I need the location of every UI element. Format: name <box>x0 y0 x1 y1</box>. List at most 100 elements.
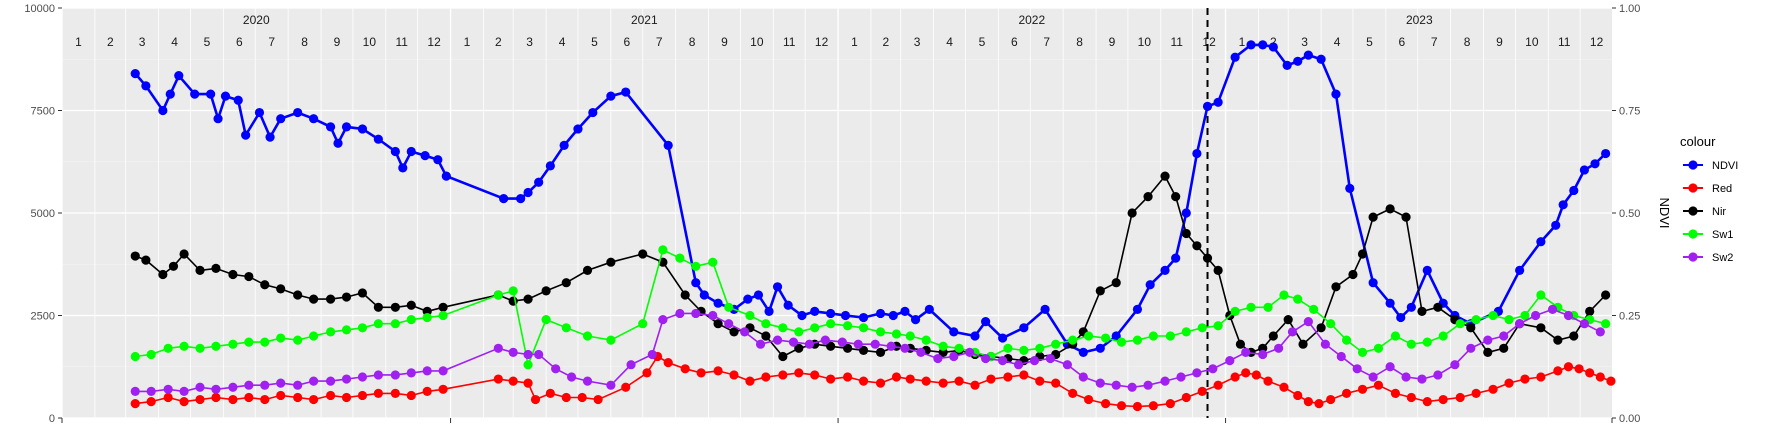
point-nir <box>1385 204 1395 214</box>
legend-label-ndvi: NDVI <box>1712 160 1738 172</box>
point-red <box>228 394 238 405</box>
point-sw1 <box>1504 315 1514 325</box>
point-ndvi <box>663 140 673 150</box>
y-tick-label: 5000 <box>31 208 55 220</box>
point-ndvi <box>233 95 243 105</box>
point-sw1 <box>293 335 303 345</box>
point-red <box>523 378 533 388</box>
point-ndvi <box>1268 42 1278 52</box>
point-sw2 <box>1530 310 1541 321</box>
month-label: 2 <box>495 35 502 49</box>
point-nir <box>309 294 319 304</box>
point-sw1 <box>341 325 352 335</box>
point-ndvi <box>1601 148 1611 159</box>
point-red <box>422 386 432 396</box>
point-red <box>663 358 673 368</box>
point-sw2 <box>1563 310 1574 321</box>
month-label: 6 <box>1011 35 1018 49</box>
point-sw2 <box>1143 380 1153 390</box>
point-sw1 <box>658 245 668 255</box>
point-nir <box>561 278 571 288</box>
point-red <box>373 388 383 398</box>
point-sw1 <box>675 253 685 263</box>
point-sw2 <box>1258 349 1268 360</box>
point-sw2 <box>658 315 668 325</box>
point-ndvi <box>265 132 275 142</box>
point-red <box>309 394 319 405</box>
point-sw2 <box>1176 372 1186 382</box>
point-sw1 <box>1165 331 1175 341</box>
point-red <box>390 388 400 398</box>
point-red <box>1520 374 1530 384</box>
point-sw1 <box>745 310 755 321</box>
point-red <box>1213 380 1223 390</box>
month-label: 10 <box>1525 35 1539 49</box>
point-sw1 <box>130 351 140 362</box>
point-red <box>293 392 303 403</box>
point-sw2 <box>606 380 616 390</box>
point-red <box>1293 390 1303 401</box>
point-nir <box>1127 208 1137 218</box>
point-sw1 <box>1406 339 1416 349</box>
point-red <box>1595 372 1605 382</box>
point-ndvi <box>333 138 343 148</box>
point-red <box>1504 378 1514 388</box>
point-sw1 <box>523 360 533 370</box>
point-ndvi <box>691 278 701 288</box>
legend-key-point-sw2 <box>1688 252 1698 262</box>
point-nir <box>325 294 336 304</box>
point-ndvi <box>743 294 753 304</box>
point-ndvi <box>713 298 723 308</box>
point-red <box>1536 372 1546 382</box>
point-sw2 <box>1385 362 1395 372</box>
point-sw1 <box>228 339 238 349</box>
point-sw2 <box>1274 343 1284 353</box>
point-sw1 <box>1520 310 1530 321</box>
point-nir <box>1601 290 1611 300</box>
point-nir <box>1111 278 1121 288</box>
point-nir <box>158 269 168 280</box>
point-red <box>341 392 352 403</box>
point-red <box>1585 368 1595 378</box>
point-nir <box>729 327 739 337</box>
point-sw2 <box>1352 364 1362 374</box>
point-ndvi <box>1579 165 1589 175</box>
point-sw2 <box>582 376 593 386</box>
grid-lines <box>61 7 1612 419</box>
month-label: 6 <box>236 35 243 49</box>
month-label: 7 <box>1431 35 1438 49</box>
point-sw2 <box>1368 372 1378 382</box>
point-sw2 <box>1225 356 1235 366</box>
point-sw1 <box>1536 290 1546 300</box>
point-sw2 <box>949 351 959 362</box>
point-red <box>1019 370 1029 380</box>
point-nir <box>541 286 551 296</box>
series-line-red <box>135 355 1612 408</box>
point-ndvi <box>213 114 223 124</box>
point-sw2 <box>1029 356 1040 366</box>
point-sw1 <box>1455 319 1465 329</box>
point-nir <box>1483 347 1493 357</box>
point-sw2 <box>341 374 352 384</box>
point-nir <box>1298 339 1308 349</box>
month-label: 1 <box>464 35 471 49</box>
point-sw2 <box>788 337 799 347</box>
point-sw1 <box>691 261 701 271</box>
point-sw2 <box>244 380 254 390</box>
point-sw2 <box>1045 353 1055 364</box>
point-ndvi <box>499 194 509 204</box>
point-ndvi <box>406 146 416 157</box>
point-nir <box>858 345 869 355</box>
point-ndvi <box>325 122 336 132</box>
y2-tick-label: 0.75 <box>1619 106 1640 118</box>
point-nir <box>1143 192 1153 202</box>
point-red <box>163 392 173 403</box>
point-sw1 <box>1373 343 1384 353</box>
point-ndvi <box>998 333 1008 343</box>
point-red <box>680 364 690 374</box>
point-ndvi <box>1040 304 1050 314</box>
month-label: 2 <box>1270 35 1277 49</box>
point-red <box>577 392 587 403</box>
legend-key-point-nir <box>1688 206 1698 216</box>
point-sw2 <box>422 366 432 376</box>
